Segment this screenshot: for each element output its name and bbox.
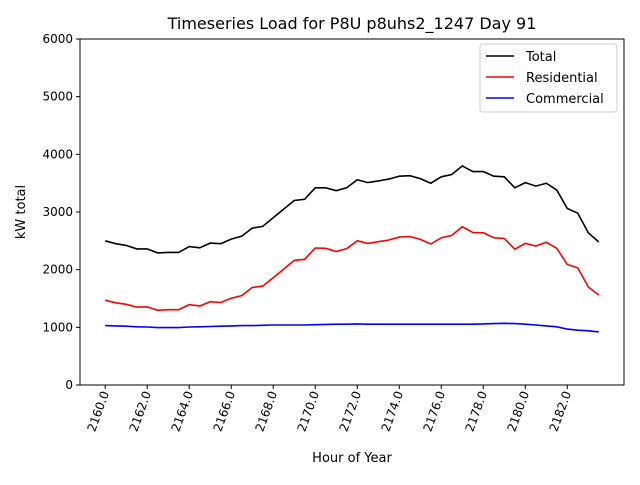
y-axis-label: kW total — [14, 185, 29, 239]
x-tick-label: 2182.0 — [547, 389, 575, 433]
y-tick-label: 4000 — [42, 147, 73, 161]
chart-title: Timeseries Load for P8U p8uhs2_1247 Day … — [167, 14, 537, 34]
x-tick-label: 2160.0 — [85, 389, 113, 433]
x-tick-label: 2166.0 — [211, 389, 239, 433]
series-line-total — [104, 164, 600, 254]
series-line-commercial — [105, 322, 599, 333]
legend-label-residential: Residential — [526, 71, 598, 86]
x-tick-label: 2164.0 — [169, 389, 197, 433]
series-line-residential — [105, 225, 600, 312]
x-tick-label: 2176.0 — [421, 389, 449, 433]
y-tick-label: 5000 — [42, 90, 73, 104]
legend: Total Residential Commercial — [479, 43, 618, 113]
legend-frame — [479, 43, 618, 113]
y-tick-label: 0 — [65, 378, 73, 392]
x-tick-label: 2168.0 — [253, 389, 281, 433]
x-tick-label: 2180.0 — [505, 389, 533, 433]
x-tick-label: 2178.0 — [463, 389, 491, 433]
x-tick-label: 2170.0 — [295, 389, 323, 433]
y-tick-label: 1000 — [42, 320, 73, 334]
y-tick-label: 6000 — [42, 32, 73, 46]
x-axis-label: Hour of Year — [312, 451, 392, 466]
x-tick-label: 2172.0 — [337, 389, 365, 433]
y-tick-label: 2000 — [42, 263, 73, 277]
x-tick-label: 2174.0 — [379, 389, 407, 433]
legend-label-commercial: Commercial — [526, 92, 604, 107]
y-tick-label: 3000 — [42, 205, 73, 219]
legend-label-total: Total — [525, 50, 556, 65]
x-tick-label: 2162.0 — [127, 389, 155, 433]
